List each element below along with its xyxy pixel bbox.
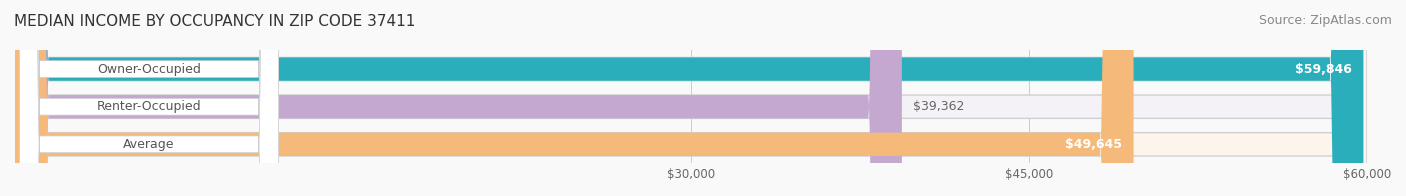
FancyBboxPatch shape — [15, 0, 1364, 196]
FancyBboxPatch shape — [15, 0, 1133, 196]
Text: Average: Average — [124, 138, 174, 151]
Text: MEDIAN INCOME BY OCCUPANCY IN ZIP CODE 37411: MEDIAN INCOME BY OCCUPANCY IN ZIP CODE 3… — [14, 14, 415, 29]
FancyBboxPatch shape — [20, 0, 278, 196]
FancyBboxPatch shape — [20, 0, 278, 196]
Text: $39,362: $39,362 — [912, 100, 965, 113]
Text: $59,846: $59,846 — [1295, 63, 1353, 76]
Text: Owner-Occupied: Owner-Occupied — [97, 63, 201, 76]
Text: Renter-Occupied: Renter-Occupied — [97, 100, 201, 113]
FancyBboxPatch shape — [15, 0, 1367, 196]
FancyBboxPatch shape — [20, 0, 278, 196]
Text: Source: ZipAtlas.com: Source: ZipAtlas.com — [1258, 14, 1392, 27]
Text: $49,645: $49,645 — [1066, 138, 1122, 151]
FancyBboxPatch shape — [15, 0, 901, 196]
FancyBboxPatch shape — [15, 0, 1367, 196]
FancyBboxPatch shape — [15, 0, 1367, 196]
